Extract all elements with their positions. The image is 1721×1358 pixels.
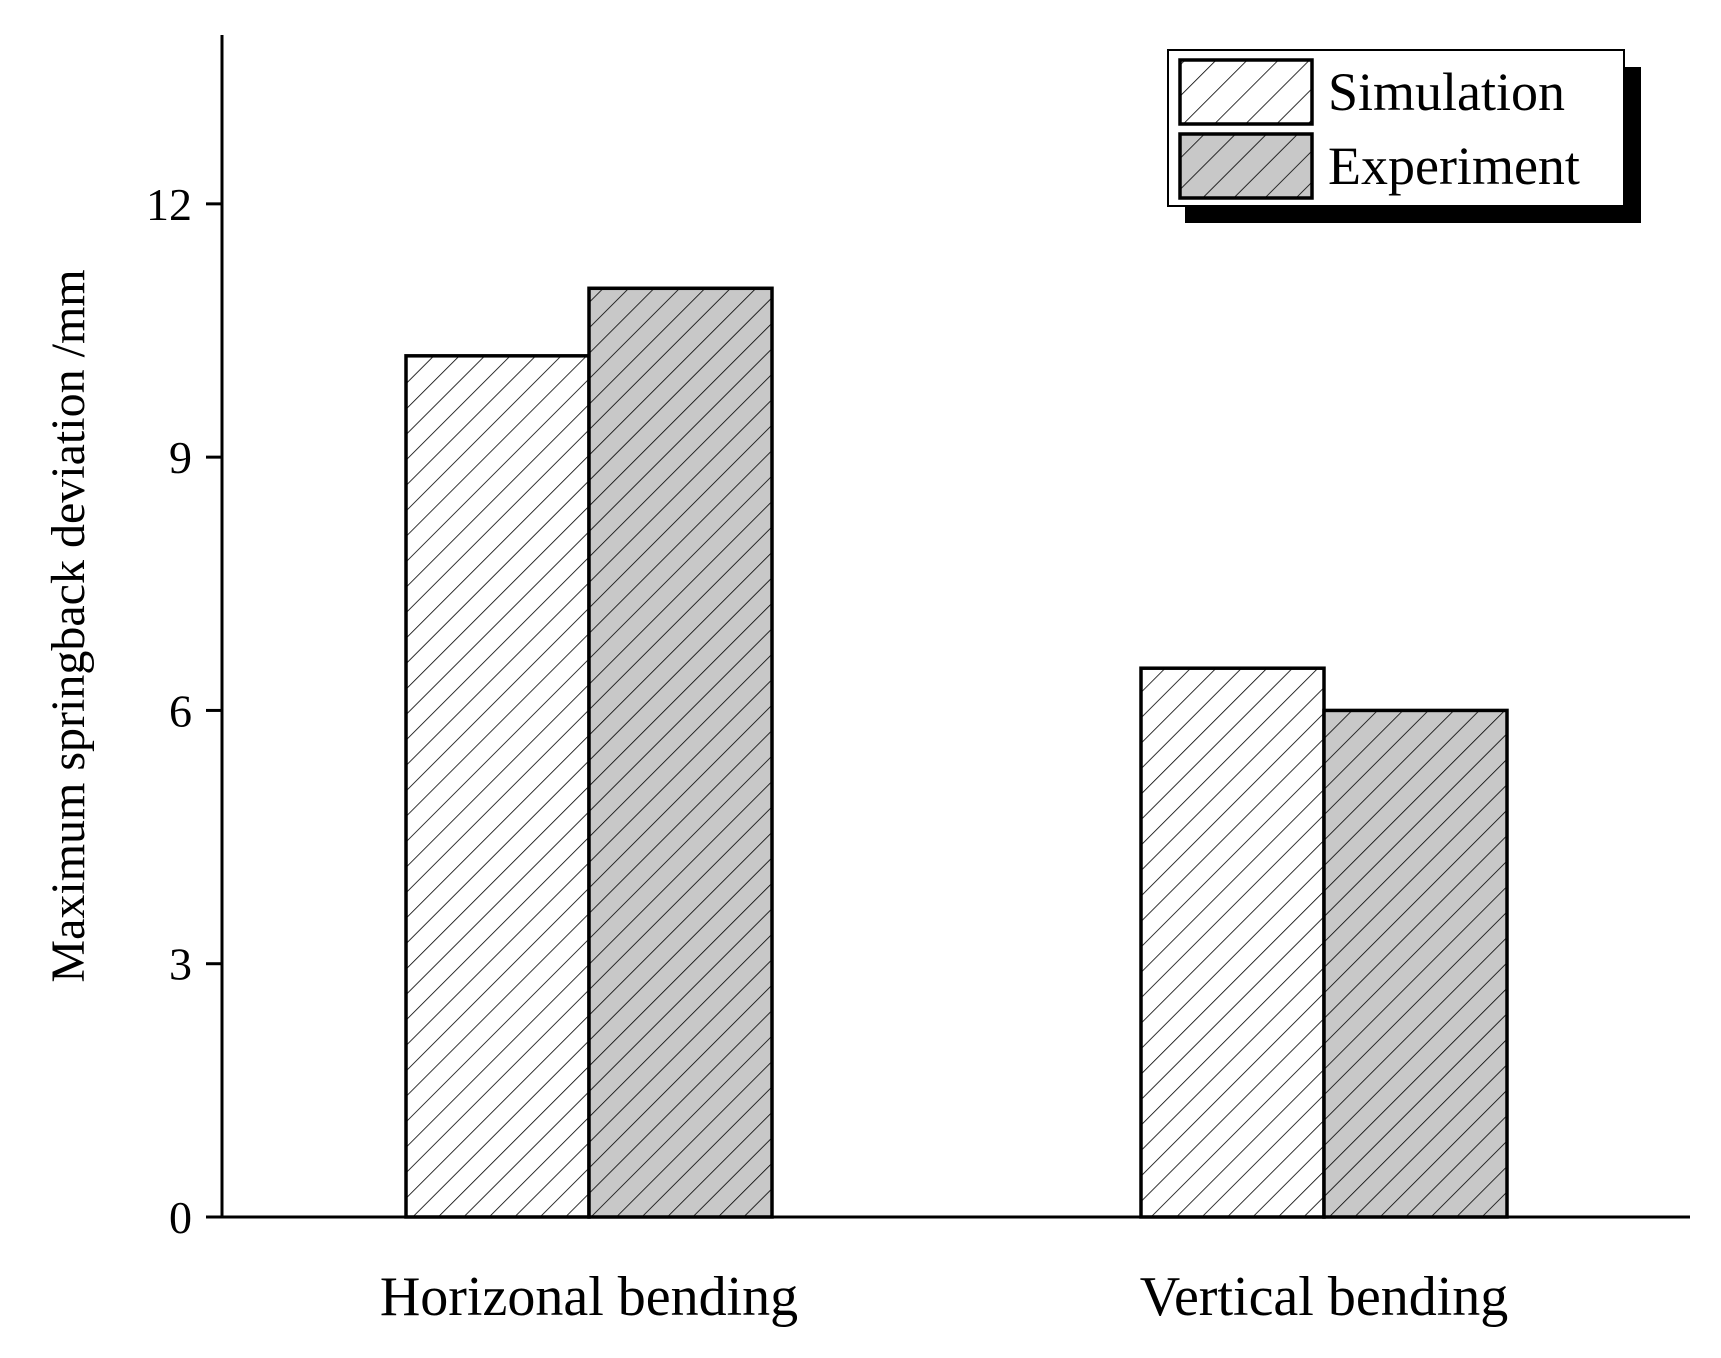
axes-layer: 0 3 6 9 12 Horizonal bending Vertical bending M… — [42, 35, 1690, 1328]
y-tick-label-6: 6 — [169, 685, 192, 736]
legend: Simulation Experiment — [1167, 49, 1641, 223]
bar-simulation-2 — [1139, 666, 1326, 1219]
legend-swatch-simulation — [1178, 58, 1314, 126]
bar-experiment-2 — [1322, 708, 1509, 1219]
y-tick-label-9: 9 — [169, 432, 192, 483]
y-tick-label-0: 0 — [169, 1192, 192, 1243]
legend-swatch-experiment — [1178, 132, 1314, 200]
bars-layer — [404, 286, 1509, 1219]
x-category-label-1: Horizonal bending — [380, 1266, 798, 1328]
bar-simulation-1 — [404, 354, 591, 1219]
y-tick-label-12: 12 — [146, 179, 192, 230]
x-category-label-2: Vertical bending — [1140, 1266, 1509, 1328]
y-tick-label-3: 3 — [169, 939, 192, 990]
legend-label-simulation: Simulation — [1328, 62, 1565, 122]
bar-experiment-1 — [587, 286, 774, 1219]
y-axis-title: Maximum springback deviation /mm — [42, 269, 95, 982]
legend-label-experiment: Experiment — [1328, 136, 1580, 196]
